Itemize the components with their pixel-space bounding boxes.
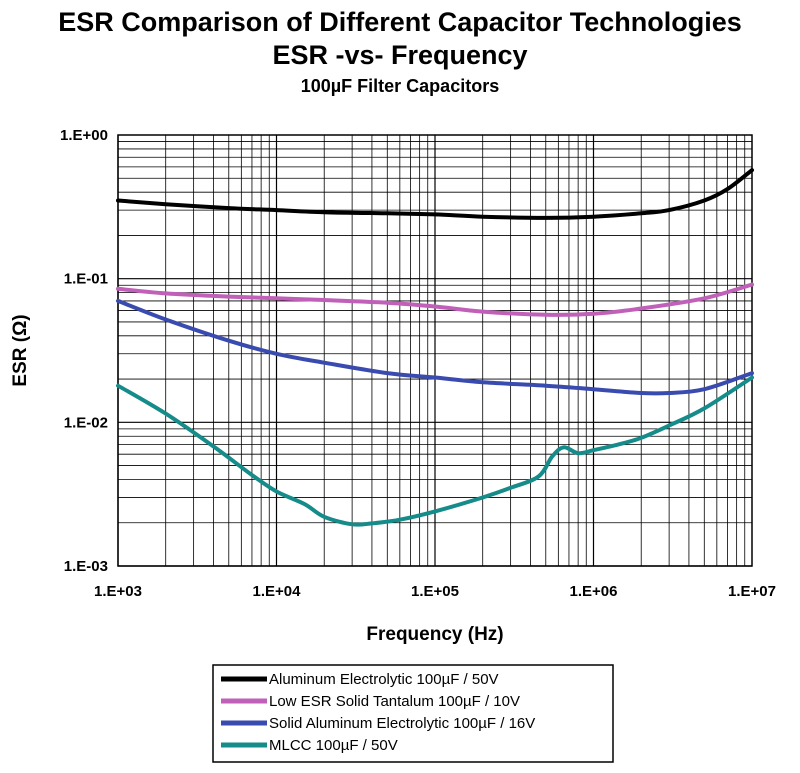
x-tick-label: 1.E+06 [570, 583, 618, 600]
y-tick-label: 1.E+00 [60, 127, 108, 144]
plot-frame [117, 134, 753, 567]
legend-entry-label: MLCC 100µF / 50V [269, 737, 398, 754]
series-mlcc [116, 375, 754, 527]
x-axis-title: Frequency (Hz) [366, 624, 503, 645]
y-axis-title: ESR (Ω) [10, 314, 31, 386]
chart-subtitle: ESR -vs- Frequency [272, 40, 528, 70]
chart-subtitle-2: 100µF Filter Capacitors [300, 76, 500, 96]
series-low-esr-solid-tantalum [116, 282, 754, 317]
legend-entry-label: Solid Aluminum Electrolytic 100µF / 16V [269, 715, 535, 732]
legend-entry-label: Aluminum Electrolytic 100µF / 50V [269, 671, 499, 688]
x-tick-label: 1.E+04 [253, 583, 302, 600]
legend-box [212, 664, 614, 763]
y-tick-label: 1.E-02 [64, 414, 108, 431]
y-tick-labels: 1.E+00 1.E-01 1.E-02 1.E-03 [60, 127, 108, 575]
y-tick-label: 1.E-01 [64, 271, 108, 288]
series-layer [116, 168, 754, 527]
chart-title: ESR Comparison of Different Capacitor Te… [58, 7, 742, 37]
x-tick-label: 1.E+05 [411, 583, 459, 600]
series-aluminum-electrolytic [116, 168, 754, 220]
x-tick-label: 1.E+07 [728, 583, 776, 600]
legend: Aluminum Electrolytic 100µF / 50V Low ESR… [212, 664, 614, 763]
chart-title-block: ESR Comparison of Different Capacitor Te… [0, 6, 800, 98]
legend-entry-label: Low ESR Solid Tantalum 100µF / 10V [269, 693, 520, 710]
y-tick-label: 1.E-03 [64, 558, 108, 575]
x-tick-labels: 1.E+03 1.E+04 1.E+05 1.E+06 1.E+07 [94, 583, 776, 600]
x-tick-label: 1.E+03 [94, 583, 142, 600]
series-solid-aluminum-electrolytic [116, 298, 754, 396]
